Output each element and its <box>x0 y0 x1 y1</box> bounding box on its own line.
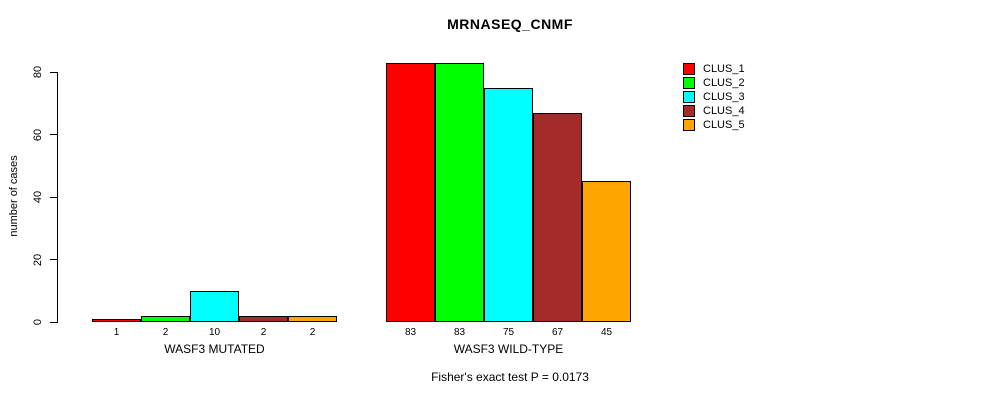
bar-value-label: 2 <box>162 327 169 338</box>
bar-CLUS_2-group1 <box>435 63 484 322</box>
bar-CLUS_3-group1 <box>484 88 533 322</box>
bar-CLUS_3-group0 <box>190 291 239 322</box>
y-tick-label-80: 80 <box>32 65 44 79</box>
y-tick-label-60: 60 <box>32 128 44 141</box>
bar-value-label: 83 <box>404 327 417 338</box>
bar-value-label: 2 <box>309 327 316 338</box>
fisher-test-annotation: Fisher's exact test P = 0.0173 <box>431 370 589 384</box>
bar-CLUS_2-group0 <box>141 316 190 322</box>
bar-value-label: 67 <box>551 327 564 338</box>
bar-value-label: 83 <box>453 327 466 338</box>
legend-label-CLUS_1: CLUS_1 <box>703 63 745 75</box>
x-axis-group-label-wildtype: WASF3 WILD-TYPE <box>453 342 564 356</box>
y-tick-20 <box>50 259 57 260</box>
bar-value-label: 2 <box>260 327 267 338</box>
x-axis-group-label-mutated: WASF3 MUTATED <box>164 342 265 356</box>
bar-CLUS_4-group0 <box>239 316 288 322</box>
legend-label-CLUS_5: CLUS_5 <box>703 119 745 131</box>
bar-value-label: 1 <box>113 327 120 338</box>
chart-title: MRNASEQ_CNMF <box>447 16 573 32</box>
bar-CLUS_5-group1 <box>582 181 631 322</box>
y-tick-60 <box>50 134 57 135</box>
bar-CLUS_5-group0 <box>288 316 337 322</box>
y-tick-0 <box>50 321 57 323</box>
bar-CLUS_4-group1 <box>533 113 582 322</box>
bar-CLUS_1-group0 <box>92 319 141 322</box>
y-tick-label-20: 20 <box>32 253 44 266</box>
y-tick-label-40: 40 <box>32 190 44 204</box>
legend-swatch-CLUS_4 <box>683 105 695 117</box>
legend-swatch-CLUS_5 <box>683 119 695 131</box>
legend-swatch-CLUS_1 <box>683 63 695 75</box>
legend-swatch-CLUS_2 <box>683 77 695 89</box>
y-axis-line <box>57 72 58 323</box>
y-tick-label-0: 0 <box>32 318 44 326</box>
legend-swatch-CLUS_3 <box>683 91 695 103</box>
bar-value-label: 10 <box>208 327 221 338</box>
legend-label-CLUS_4: CLUS_4 <box>703 105 745 117</box>
y-axis-label: number of cases <box>8 155 20 237</box>
y-tick-80 <box>50 71 57 73</box>
y-tick-40 <box>50 196 57 198</box>
legend-label-CLUS_3: CLUS_3 <box>703 91 745 103</box>
bar-value-label: 75 <box>502 327 515 338</box>
legend-label-CLUS_2: CLUS_2 <box>703 77 745 89</box>
bar-value-label: 45 <box>600 327 613 338</box>
bar-CLUS_1-group1 <box>386 63 435 322</box>
